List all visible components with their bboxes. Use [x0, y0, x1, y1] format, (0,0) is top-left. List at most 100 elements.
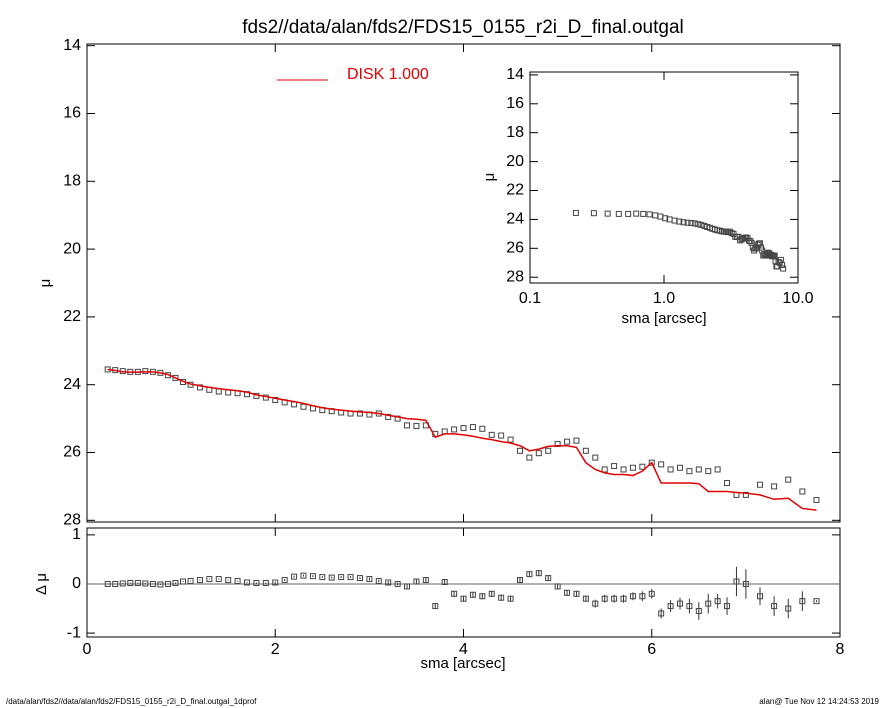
footer-right: alan@ Tue Nov 12 14:24:53 2019: [759, 697, 879, 706]
data-point: [756, 481, 763, 488]
data-point: [625, 210, 632, 217]
data-point: [684, 219, 691, 226]
residual-point: [488, 590, 495, 597]
data-point: [498, 432, 505, 439]
residual-point: [667, 603, 674, 610]
data-point: [813, 496, 820, 503]
residual-point: [724, 603, 731, 610]
data-point: [779, 261, 786, 268]
footer-left: /data/alan/fds2//data/alan/fds2/FDS15_01…: [6, 697, 257, 706]
data-point: [705, 468, 712, 475]
residual-point: [460, 595, 467, 602]
data-point: [535, 450, 542, 457]
residual-point: [535, 570, 542, 577]
y-tick-label: 22: [63, 308, 81, 325]
data-point: [747, 238, 754, 245]
residual-point: [366, 576, 373, 583]
y-tick-label: 26: [506, 240, 524, 257]
residual-point: [658, 610, 665, 617]
data-point: [615, 210, 622, 217]
residual-point: [356, 575, 363, 582]
residual-point: [564, 589, 571, 596]
data-point: [404, 422, 411, 429]
data-point: [479, 425, 486, 432]
residual-point: [611, 595, 618, 602]
residual-point: [291, 573, 298, 580]
residual-point: [385, 579, 392, 586]
x-tick-label: 8: [836, 641, 845, 658]
data-point: [688, 220, 695, 227]
residual-point: [799, 598, 806, 605]
y-tick-label: 18: [506, 124, 524, 141]
data-point: [554, 441, 561, 448]
data-point: [620, 466, 627, 473]
residual-point: [309, 573, 316, 580]
y-tick-label: 18: [63, 173, 81, 190]
data-point: [172, 374, 179, 381]
x-tick-label: 6: [647, 641, 656, 658]
y-tick-label: 26: [63, 444, 81, 461]
residual-point: [319, 574, 326, 581]
y-tick-label: 24: [63, 376, 81, 393]
data-point: [686, 468, 693, 475]
residual-point: [676, 600, 683, 607]
residual-point: [545, 575, 552, 582]
data-point: [680, 219, 687, 226]
data-point: [460, 425, 467, 432]
data-point: [545, 447, 552, 454]
data-point: [667, 466, 674, 473]
data-point: [592, 454, 599, 461]
residual-point: [413, 578, 420, 585]
residual-point: [422, 577, 429, 584]
residual-point: [206, 576, 213, 583]
residual-point: [196, 577, 203, 584]
residual-point: [813, 598, 820, 605]
data-point: [695, 466, 702, 473]
residual-point: [629, 593, 636, 600]
x-tick-label: 10.0: [782, 290, 813, 307]
data-point: [604, 210, 611, 217]
data-point: [582, 447, 589, 454]
residual-point: [516, 577, 523, 584]
data-point: [611, 463, 618, 470]
y-axis-label: μ: [481, 173, 498, 182]
residual-point: [262, 579, 269, 586]
y-tick-label: 16: [63, 105, 81, 122]
residual-point: [272, 579, 279, 586]
residual-point: [695, 607, 702, 614]
data-point: [785, 476, 792, 483]
residual-point: [187, 578, 194, 585]
data-point: [590, 210, 597, 217]
x-axis-label: sma [arcsec]: [621, 310, 706, 327]
data-point: [771, 252, 778, 259]
residual-point: [526, 571, 533, 578]
residual-point: [149, 580, 156, 587]
residual-point: [432, 603, 439, 610]
data-point: [633, 210, 640, 217]
residual-point: [620, 595, 627, 602]
data-point: [639, 463, 646, 470]
y-tick-label: 20: [63, 240, 81, 257]
x-tick-label: 1.0: [653, 290, 675, 307]
y-tick-label: 14: [63, 37, 81, 54]
data-point: [714, 466, 721, 473]
residual-point: [157, 581, 164, 588]
data-point: [728, 230, 735, 237]
residual-point: [104, 580, 111, 587]
residual-point: [180, 578, 187, 585]
residual-point: [498, 594, 505, 601]
residual-point: [300, 572, 307, 579]
residual-point: [119, 580, 126, 587]
y-tick-label: 28: [506, 268, 524, 285]
data-point: [662, 215, 669, 222]
residual-point: [771, 603, 778, 610]
residual-point: [451, 590, 458, 597]
data-point: [413, 423, 420, 430]
residual-point: [338, 574, 345, 581]
residual-point: [215, 576, 222, 583]
residual-point: [404, 583, 411, 590]
residual-point: [479, 593, 486, 600]
residual-point: [225, 577, 232, 584]
data-point: [658, 461, 665, 468]
